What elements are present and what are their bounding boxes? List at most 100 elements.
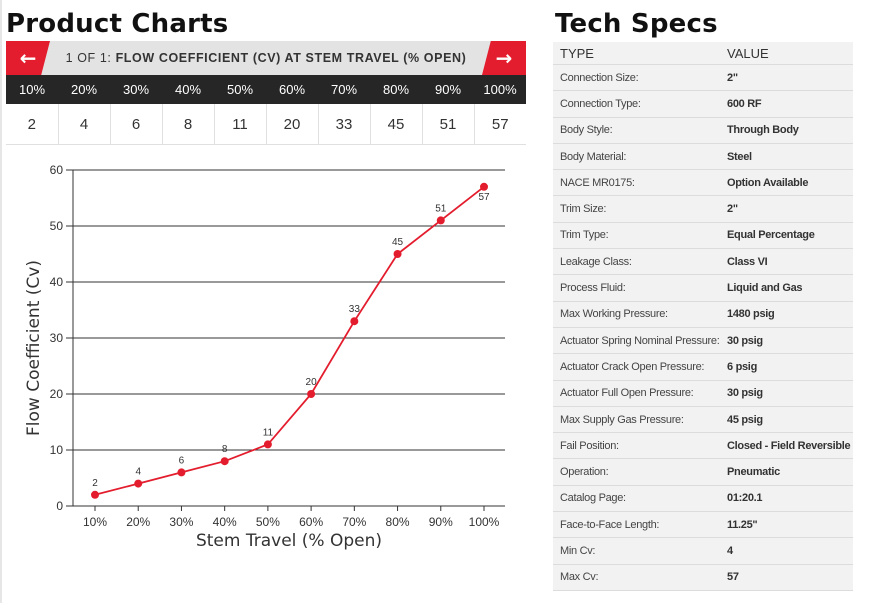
y-tick-label: 30 — [50, 331, 64, 345]
spec-value: 1480 psig — [720, 301, 853, 328]
y-tick-label: 60 — [50, 163, 64, 177]
spec-row: Actuator Full Open Pressure: 30 psig — [553, 380, 853, 407]
spec-type: Process Fluid: — [553, 274, 720, 302]
spec-type: Body Material: — [553, 143, 720, 171]
spec-type: Connection Size: — [553, 64, 720, 92]
spec-type: Actuator Crack Open Pressure: — [553, 353, 720, 381]
spec-type: Leakage Class: — [553, 248, 720, 276]
spec-type: Fail Position: — [553, 432, 720, 460]
data-label: 2 — [92, 478, 98, 489]
spec-value: 30 psig — [720, 380, 853, 407]
carousel-prev-button[interactable]: ← — [6, 41, 50, 75]
x-tick-label: 60% — [299, 515, 323, 529]
chart-carousel-bar: ← 1 OF 1: FLOW COEFFICIENT (CV) AT STEM … — [6, 41, 526, 75]
cv-value-cell: 33 — [318, 104, 371, 145]
data-point — [134, 479, 143, 488]
stem-travel-header: 90% — [422, 75, 474, 104]
spec-value: 57 — [720, 564, 853, 591]
spec-type: Catalog Page: — [553, 485, 720, 513]
spec-row: Max Supply Gas Pressure: 45 psig — [553, 406, 853, 434]
cv-value-cell: 6 — [110, 104, 163, 145]
tech-specs-body: Connection Size: 2" Connection Type: 600 RF… — [553, 64, 853, 591]
x-tick-label: 10% — [83, 515, 107, 529]
spec-value: 01:20.1 — [720, 485, 853, 513]
spec-type: Connection Type: — [553, 90, 720, 118]
y-axis-title: Flow Coefficient (Cv) — [24, 260, 44, 436]
cv-value-row: 2 4 6 8 11 20 33 45 51 57 — [6, 104, 526, 145]
spec-row: Catalog Page: 01:20.1 — [553, 485, 853, 513]
stem-travel-header: 10% — [6, 75, 58, 104]
data-label: 4 — [135, 467, 141, 478]
spec-type: NACE MR0175: — [553, 169, 720, 197]
x-tick-label: 80% — [386, 515, 410, 529]
cv-value-cell: 2 — [6, 104, 59, 145]
tech-specs-table: TYPE VALUE Connection Size: 2" Connection … — [553, 42, 853, 591]
product-charts-title: Product Charts — [6, 9, 229, 39]
spec-value: 4 — [720, 537, 853, 565]
spec-row: Connection Size: 2" — [553, 64, 853, 92]
data-label: 20 — [306, 377, 318, 388]
cv-value-cell: 45 — [370, 104, 423, 145]
data-point — [436, 216, 445, 225]
stem-travel-header: 60% — [266, 75, 318, 104]
data-point — [91, 490, 99, 499]
data-label: 11 — [263, 427, 274, 438]
carousel-next-button[interactable]: → — [482, 41, 526, 75]
spec-row: Actuator Spring Nominal Pressure: 30 psig — [553, 327, 853, 355]
spec-value: Class VI — [720, 248, 853, 276]
spec-row: Max Cv: 57 — [553, 564, 853, 591]
spec-value: Steel — [720, 143, 853, 171]
value-column-header: VALUE — [720, 42, 853, 65]
spec-value: Through Body — [720, 117, 853, 144]
spec-value: Option Available — [720, 169, 853, 197]
cv-value-cell: 4 — [58, 104, 111, 145]
stem-travel-header: 40% — [162, 75, 214, 104]
spec-type: Max Working Pressure: — [553, 301, 720, 328]
spec-type: Trim Size: — [553, 195, 720, 223]
x-tick-label: 20% — [126, 515, 150, 529]
data-label: 6 — [179, 455, 185, 466]
spec-row: Face-to-Face Length: 11.25" — [553, 511, 853, 539]
data-point — [350, 317, 359, 326]
y-tick-label: 50 — [50, 219, 64, 233]
series-line — [94, 186, 485, 496]
data-point — [263, 440, 272, 449]
spec-value: 600 RF — [720, 90, 853, 118]
spec-row: Body Material: Steel — [553, 143, 853, 171]
data-label: 45 — [392, 237, 404, 248]
cv-value-cell: 20 — [266, 104, 319, 145]
spec-row: Trim Size: 2" — [553, 195, 853, 223]
spec-type: Actuator Spring Nominal Pressure: — [553, 327, 720, 355]
stem-travel-header: 30% — [110, 75, 162, 104]
spec-value: 6 psig — [720, 353, 853, 381]
cv-value-cell: 11 — [214, 104, 267, 145]
spec-value: Liquid and Gas — [720, 274, 853, 302]
spec-type: Actuator Full Open Pressure: — [553, 380, 720, 407]
spec-type: Min Cv: — [553, 537, 720, 565]
spec-value: Equal Percentage — [720, 222, 853, 250]
data-point — [220, 457, 229, 466]
spec-value: 2" — [720, 64, 853, 92]
spec-value: 45 psig — [720, 406, 853, 434]
spec-type: Max Supply Gas Pressure: — [553, 406, 720, 434]
spec-type: Operation: — [553, 458, 720, 486]
stem-travel-table: 10% 20% 30% 40% 50% 60% 70% 80% 90% 100%… — [6, 75, 526, 145]
spec-row: Max Working Pressure: 1480 psig — [553, 301, 853, 328]
spec-value: 11.25" — [720, 511, 853, 539]
data-point — [480, 182, 488, 191]
spec-value: 30 psig — [720, 327, 853, 355]
spec-type: Trim Type: — [553, 222, 720, 250]
tech-specs-title: Tech Specs — [555, 9, 718, 39]
x-tick-label: 40% — [213, 515, 237, 529]
x-axis-title: Stem Travel (% Open) — [196, 531, 382, 551]
cv-value-cell: 8 — [162, 104, 215, 145]
x-tick-label: 70% — [342, 515, 366, 529]
spec-value: Closed - Field Reversible — [720, 432, 853, 460]
spec-row: Min Cv: 4 — [553, 537, 853, 565]
data-label: 33 — [349, 304, 361, 315]
spec-type: Face-to-Face Length: — [553, 511, 720, 539]
spec-type: Body Style: — [553, 117, 720, 144]
stem-travel-header: 50% — [214, 75, 266, 104]
page-left-border — [0, 0, 2, 603]
arrow-left-icon: ← — [19, 46, 37, 70]
